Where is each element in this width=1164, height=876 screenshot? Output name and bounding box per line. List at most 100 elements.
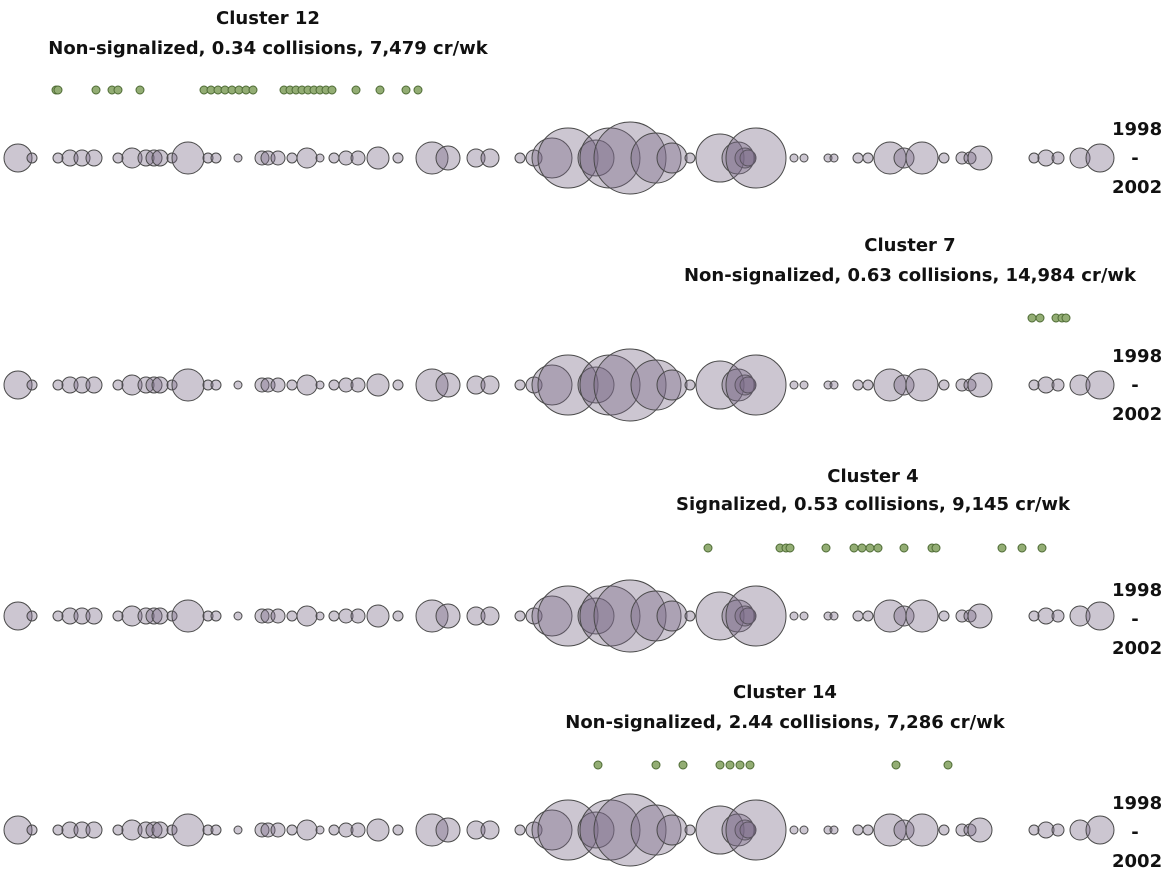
year-label: 1998 xyxy=(1112,346,1163,367)
cluster-dot xyxy=(375,85,385,95)
cluster-dot xyxy=(821,543,831,553)
site-bubble xyxy=(52,152,64,164)
site-bubble xyxy=(739,821,757,839)
cluster-dot xyxy=(1027,313,1037,323)
site-bubble xyxy=(366,818,390,842)
site-bubble xyxy=(593,121,667,195)
site-bubble xyxy=(531,137,573,179)
site-bubble xyxy=(210,610,222,622)
site-bubble xyxy=(1028,152,1040,164)
site-bubble xyxy=(852,152,864,164)
site-bubble xyxy=(893,374,915,396)
site-bubble xyxy=(789,153,799,163)
site-bubble xyxy=(1069,374,1091,396)
cluster-dot xyxy=(248,85,258,95)
site-bubble xyxy=(656,814,688,846)
site-bubble xyxy=(202,152,214,164)
site-bubble xyxy=(392,379,404,391)
site-bubble xyxy=(392,152,404,164)
site-bubble xyxy=(145,149,163,167)
cluster-dot xyxy=(873,543,883,553)
site-bubble xyxy=(852,610,864,622)
site-bubble xyxy=(789,380,799,390)
site-bubble xyxy=(61,821,79,839)
site-bubble xyxy=(905,813,939,847)
site-bubble xyxy=(202,824,214,836)
site-bubble xyxy=(328,379,340,391)
site-bubble xyxy=(695,133,745,183)
cluster-dot xyxy=(593,760,603,770)
site-bubble xyxy=(350,150,366,166)
cluster-dot xyxy=(943,760,953,770)
site-bubble xyxy=(577,811,615,849)
cluster-dot xyxy=(703,543,713,553)
site-bubble xyxy=(85,607,103,625)
site-bubble xyxy=(315,153,325,163)
site-bubble xyxy=(630,359,682,411)
site-bubble xyxy=(739,607,757,625)
site-bubble xyxy=(905,368,939,402)
site-bubble xyxy=(789,611,799,621)
site-bubble xyxy=(893,147,915,169)
site-bubble xyxy=(725,585,787,647)
site-bubble xyxy=(85,376,103,394)
site-bubble xyxy=(799,825,809,835)
site-bubble xyxy=(151,376,169,394)
site-bubble xyxy=(695,591,745,641)
site-bubble xyxy=(577,366,615,404)
site-bubble xyxy=(1051,609,1065,623)
site-bubble xyxy=(392,824,404,836)
site-bubble xyxy=(151,149,169,167)
cluster-subtitle: Non-signalized, 0.34 collisions, 7,479 c… xyxy=(48,38,488,59)
year-label: 2002 xyxy=(1112,851,1163,872)
site-bubble xyxy=(480,606,500,626)
year-label: 2002 xyxy=(1112,638,1163,659)
site-bubble xyxy=(202,610,214,622)
site-bubble xyxy=(734,147,756,169)
site-bubble xyxy=(656,142,688,174)
site-bubble xyxy=(862,152,874,164)
site-bubble xyxy=(52,379,64,391)
site-bubble xyxy=(145,607,163,625)
site-bubble xyxy=(531,364,573,406)
site-bubble xyxy=(938,610,950,622)
site-bubble xyxy=(121,819,143,841)
site-bubble xyxy=(577,139,615,177)
site-bubble xyxy=(829,153,839,163)
site-bubble xyxy=(350,377,366,393)
site-bubble xyxy=(328,824,340,836)
year-label: 1998 xyxy=(1112,580,1163,601)
site-bubble xyxy=(695,360,745,410)
site-bubble xyxy=(862,379,874,391)
site-bubble xyxy=(286,610,298,622)
site-bubble xyxy=(338,608,354,624)
cluster-subtitle: Signalized, 0.53 collisions, 9,145 cr/wk xyxy=(675,494,1071,515)
site-bubble xyxy=(537,799,599,861)
site-bubble xyxy=(338,822,354,838)
year-label: 1998 xyxy=(1112,119,1163,140)
site-bubble xyxy=(1085,370,1115,400)
site-bubble xyxy=(286,379,298,391)
cluster-dot xyxy=(715,760,725,770)
site-bubble xyxy=(415,813,449,847)
cluster-title: Cluster 7 xyxy=(864,235,956,256)
site-bubble xyxy=(435,372,461,398)
site-bubble xyxy=(52,824,64,836)
site-bubble xyxy=(73,607,91,625)
site-bubble xyxy=(531,809,573,851)
cluster-dot xyxy=(997,543,1007,553)
cluster-title: Cluster 12 xyxy=(216,8,320,29)
site-bubble xyxy=(270,822,286,838)
site-bubble xyxy=(3,143,33,173)
site-bubble xyxy=(739,149,757,167)
site-bubble xyxy=(315,611,325,621)
site-bubble xyxy=(466,148,486,168)
site-bubble xyxy=(695,805,745,855)
site-bubble xyxy=(210,379,222,391)
site-bubble xyxy=(1051,378,1065,392)
site-bubble xyxy=(829,380,839,390)
site-bubble xyxy=(26,824,38,836)
site-bubble xyxy=(593,579,667,653)
cluster-dot xyxy=(113,85,123,95)
cluster-dot xyxy=(735,760,745,770)
